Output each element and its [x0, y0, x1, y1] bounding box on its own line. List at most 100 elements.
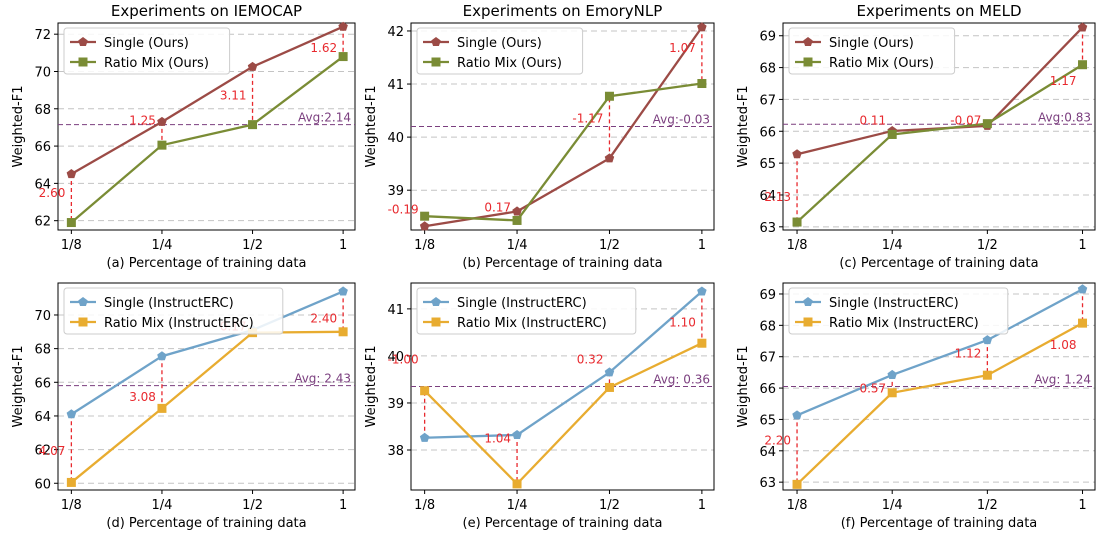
average-label: Avg: 0.36 — [653, 373, 710, 387]
data-point-pentagon — [247, 61, 258, 71]
chart-panel-3: 63 64 65 66 67 68 69 1/8 1/4 1/2 1 Experiments on M… — [736, 2, 1096, 271]
x-axis-label: (b) Percentage of training data — [462, 256, 662, 271]
legend-marker-square — [78, 317, 88, 327]
y-axis-label: Weighted-F1 — [736, 86, 751, 168]
data-point-square — [420, 211, 430, 221]
data-point-pentagon — [1077, 22, 1088, 32]
x-tick-label: 1/2 — [977, 498, 998, 513]
x-tick-label: 1/8 — [414, 498, 435, 513]
x-tick-label: 1/8 — [61, 498, 82, 513]
data-point-pentagon — [982, 335, 993, 345]
difference-label: 2.60 — [39, 186, 66, 200]
legend-label: Ratio Mix (InstructERC) — [829, 316, 979, 331]
x-tick-label: 1/8 — [787, 498, 808, 513]
legend-box — [788, 287, 1009, 335]
series-line-2 — [424, 82, 703, 222]
x-axis-label: (d) Percentage of training data — [106, 516, 306, 531]
data-point-square — [887, 129, 897, 139]
data-point-pentagon — [338, 286, 348, 296]
y-axis-label: Weighted-F1 — [736, 346, 751, 428]
data-point-square — [887, 388, 897, 398]
legend: Single (InstructERC) Ratio Mix (InstructE… — [788, 287, 1009, 335]
y-tick-label: 39 — [387, 397, 404, 412]
legend-marker-pentagon — [78, 297, 88, 307]
x-tick-label: 1/2 — [977, 238, 998, 253]
series-line-2 — [796, 322, 1084, 486]
y-tick-label: 68 — [759, 319, 776, 334]
y-tick-label: 40 — [387, 131, 404, 146]
data-point-square — [338, 327, 348, 337]
x-tick-label: 1/2 — [242, 498, 263, 513]
average-label: Avg:0.83 — [1038, 110, 1091, 124]
x-tick-label: 1/4 — [507, 498, 528, 513]
y-tick-label: 42 — [387, 25, 404, 40]
difference-label: 1.10 — [669, 315, 696, 329]
data-point-square — [420, 386, 430, 396]
data-point-pentagon — [512, 429, 522, 439]
data-point-square — [512, 215, 522, 225]
legend-label: Single (Ours) — [829, 36, 914, 51]
difference-label: 1.07 — [669, 41, 696, 55]
legend-label: Ratio Mix (InstructERC) — [104, 316, 254, 331]
data-point-pentagon — [338, 21, 348, 31]
average-label: Avg:-0.03 — [653, 113, 710, 127]
data-point-square — [1078, 318, 1088, 328]
legend-box — [416, 287, 637, 335]
data-point-square — [157, 403, 167, 413]
series-line-1 — [70, 290, 344, 416]
difference-label: 2.20 — [764, 433, 791, 447]
y-tick-label: 67 — [759, 351, 776, 366]
data-point-pentagon — [512, 206, 522, 216]
plot-frame — [57, 282, 356, 491]
series-line-2 — [796, 63, 1084, 223]
x-tick-label: 1 — [698, 238, 706, 253]
data-point-pentagon — [887, 369, 897, 379]
data-point-square — [792, 217, 802, 227]
legend: Single (InstructERC) Ratio Mix (InstructE… — [63, 287, 284, 335]
x-tick-label: 1 — [339, 238, 347, 253]
difference-label: -0.19 — [388, 202, 419, 216]
y-tick-label: 39 — [387, 184, 404, 199]
x-tick-label: 1/4 — [882, 238, 903, 253]
legend-marker-square — [78, 57, 88, 67]
chart-title: Experiments on MELD — [856, 2, 1021, 20]
difference-label: 1.17 — [1050, 74, 1077, 88]
difference-label: 2.13 — [764, 190, 791, 204]
difference-label: 1.08 — [1050, 338, 1077, 352]
legend: Single (Ours) Ratio Mix (Ours) — [788, 27, 956, 75]
x-tick-label: 1/2 — [599, 498, 620, 513]
y-tick-label: 68 — [759, 62, 776, 77]
data-point-pentagon — [419, 221, 430, 231]
difference-label: 1.62 — [310, 41, 337, 55]
y-tick-label: 62 — [34, 215, 51, 230]
average-label: Avg:2.14 — [298, 111, 351, 125]
legend-marker-pentagon — [78, 37, 88, 47]
y-tick-label: 66 — [34, 376, 51, 391]
chart-panel-5: 38 39 40 41 1/8 1/4 1/2 1 (e) Percentage of trai… — [364, 282, 715, 531]
y-tick-label: 38 — [387, 444, 404, 459]
legend-label: Ratio Mix (InstructERC) — [457, 316, 607, 331]
y-tick-label: 70 — [34, 309, 51, 324]
average-label: Avg: 2.43 — [294, 372, 351, 386]
series-line-1 — [796, 288, 1084, 417]
data-point-pentagon — [419, 432, 430, 442]
legend-box — [788, 27, 956, 75]
data-point-square — [66, 218, 76, 228]
x-tick-label: 1/4 — [507, 238, 528, 253]
legend: Single (Ours) Ratio Mix (Ours) — [63, 27, 231, 75]
data-point-square — [604, 91, 614, 101]
x-tick-label: 1/8 — [787, 238, 808, 253]
legend-label: Ratio Mix (Ours) — [829, 56, 934, 71]
difference-label: 2.40 — [310, 311, 337, 325]
y-tick-label: 40 — [387, 350, 404, 365]
y-tick-label: 69 — [759, 288, 776, 303]
y-tick-label: 68 — [34, 103, 51, 118]
y-tick-label: 66 — [34, 140, 51, 155]
legend-label: Single (InstructERC) — [104, 296, 234, 311]
difference-label: 1.04 — [484, 431, 511, 445]
data-point-square — [792, 479, 802, 489]
x-tick-label: 1 — [1078, 238, 1086, 253]
y-tick-label: 41 — [387, 78, 404, 93]
series-line-2 — [423, 342, 703, 486]
legend-marker-pentagon — [803, 37, 813, 47]
